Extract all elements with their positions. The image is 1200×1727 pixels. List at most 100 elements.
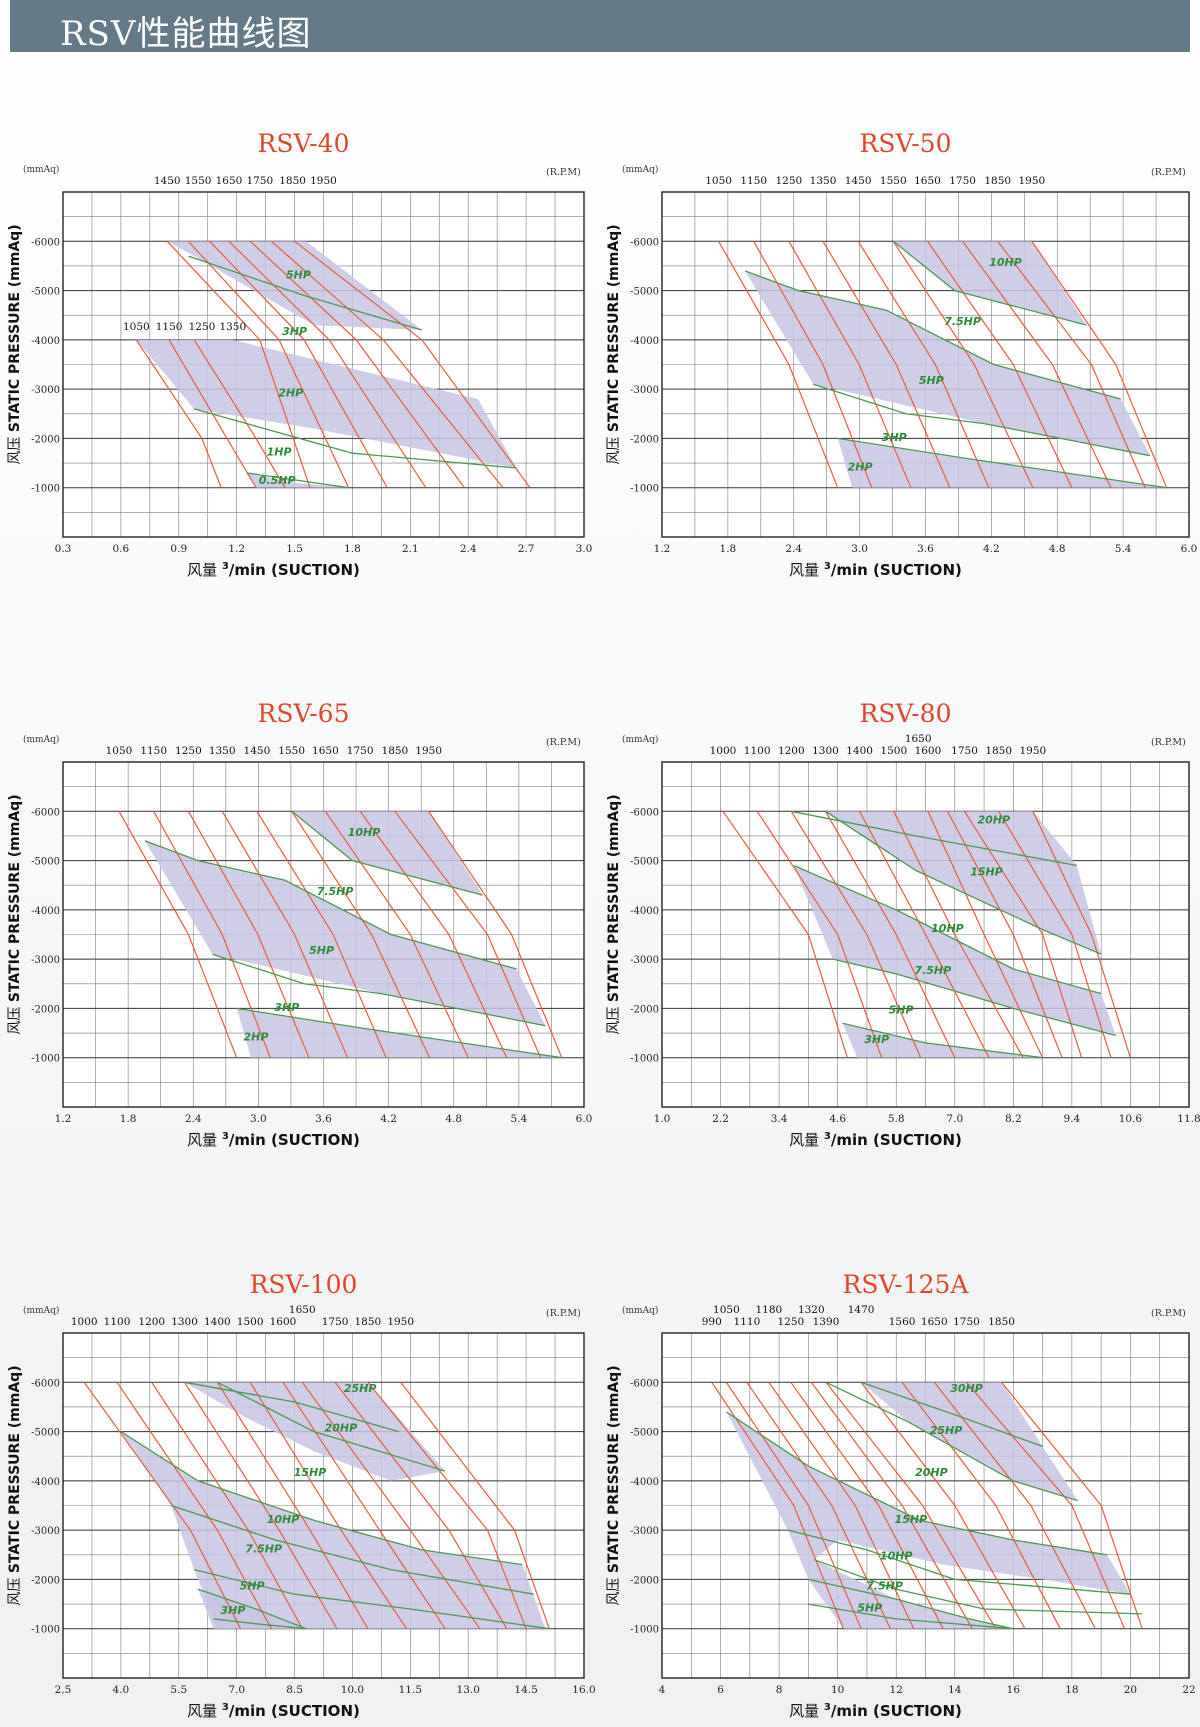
y-tick-label: -4000 [31, 336, 60, 347]
y-axis-title: 风压 STATIC PRESSURE (mmAq) [7, 224, 23, 464]
rpm-line [790, 810, 922, 1058]
rpm-label: 1150 [740, 175, 767, 187]
hp-label: 30HP [950, 1382, 983, 1395]
rpm-unit-label: (R.P.M) [1151, 167, 1186, 178]
power-band [246, 472, 349, 488]
chart-title: RSV-65 [258, 699, 350, 728]
x-tick-label: 12 [890, 1684, 903, 1696]
hp-line [892, 240, 1087, 326]
rpm-label: 1390 [813, 1316, 840, 1328]
unit-label: (mmAq) [23, 1305, 59, 1316]
y-axis-title: 风压 STATIC PRESSURE (mmAq) [606, 1365, 622, 1605]
rpm-unit-label: (R.P.M) [1151, 1308, 1186, 1319]
x-tick-label: 8.5 [286, 1684, 303, 1696]
rpm-line [718, 241, 839, 488]
x-tick-label: 18 [1065, 1684, 1078, 1696]
rpm-line [963, 810, 1083, 1058]
y-tick-label: -3000 [630, 955, 659, 966]
rpm-line [1032, 811, 1131, 1058]
y-tick-label: -6000 [31, 237, 60, 248]
hp-label: 15HP [895, 1513, 928, 1526]
rpm-label: 1050 [123, 321, 150, 333]
x-tick-label: 1.8 [720, 543, 737, 555]
hp-label: 10HP [348, 826, 381, 839]
y-tick-label: -3000 [31, 955, 60, 966]
rpm-line [893, 811, 1024, 1058]
y-tick-label: -4000 [630, 906, 659, 917]
y-axis-title: 风压 STATIC PRESSURE (mmAq) [7, 794, 23, 1034]
y-axis-title-unit: (mmAq) [7, 224, 23, 287]
hp-line [808, 1578, 1014, 1630]
plot-frame [62, 1332, 585, 1679]
x-tick-label: 3.4 [771, 1113, 788, 1125]
x-tick-label: 2.4 [460, 543, 477, 555]
x-axis-title-sup: 3 [222, 561, 229, 572]
x-tick-label: 16.0 [572, 1684, 595, 1696]
rpm-label: 1450 [244, 745, 271, 757]
rpm-label: 1300 [171, 1316, 198, 1328]
rpm-line [997, 240, 1146, 488]
y-tick-label: -5000 [31, 287, 60, 298]
y-tick-label: -1000 [630, 1625, 659, 1636]
y-tick-label: -3000 [630, 385, 659, 396]
y-tick-label: -6000 [630, 807, 659, 818]
rpm-line [859, 811, 990, 1058]
x-tick-label: 11.8 [1177, 1113, 1200, 1125]
y-axis-title-cn: 风压 [606, 1002, 622, 1034]
plot-frame [661, 761, 1190, 1108]
rpm-line [901, 1381, 1061, 1629]
y-axis-title-text: STATIC PRESSURE [7, 857, 23, 1002]
y-axis-title-unit: (mmAq) [606, 224, 622, 287]
rpm-line [166, 240, 311, 488]
hp-line [787, 1529, 1131, 1595]
rpm-label: 1650 [905, 733, 932, 745]
rpm-label: 1850 [985, 745, 1012, 757]
power-band [837, 438, 1167, 488]
page-header: RSV性能曲线图 [10, 0, 1190, 54]
y-axis-title-text: STATIC PRESSURE [606, 1428, 622, 1573]
x-tick-label: 6 [717, 1684, 724, 1696]
hp-line [832, 958, 1116, 1037]
y-axis-title-cn: 风压 [7, 1573, 23, 1605]
rpm-label: 1300 [812, 745, 839, 757]
x-tick-label: 2.4 [785, 543, 802, 555]
x-tick-label: 2.5 [55, 1684, 72, 1696]
unit-label: (mmAq) [622, 1305, 658, 1316]
x-axis-title-suffix: /min (SUCTION) [229, 1131, 360, 1149]
hp-line [212, 953, 546, 1027]
y-tick-label: -1000 [630, 1054, 659, 1065]
hp-label: 1HP [267, 446, 292, 459]
x-tick-label: 1.5 [286, 543, 303, 555]
unit-label: (mmAq) [23, 164, 59, 175]
hp-line [808, 1603, 1014, 1630]
rpm-label: 1320 [798, 1304, 825, 1316]
rpm-label: 1650 [289, 1304, 316, 1316]
rpm-line [892, 240, 1034, 488]
x-axis-title-cn: 风量 [187, 1702, 222, 1720]
y-axis-title-cn: 风压 [606, 1573, 622, 1605]
rpm-line [394, 810, 542, 1058]
rpm-line [135, 339, 222, 488]
rpm-unit-label: (R.P.M) [546, 1308, 581, 1319]
rpm-line [768, 1381, 915, 1629]
hp-line [726, 1411, 1108, 1556]
y-tick-label: -5000 [630, 287, 659, 298]
x-tick-label: 10.0 [341, 1684, 364, 1696]
chart-title: RSV-100 [250, 1270, 358, 1299]
x-axis-title-cn: 风量 [789, 1131, 824, 1149]
rpm-label: 990 [702, 1316, 722, 1328]
hp-label: 3HP [274, 1001, 299, 1014]
hp-label: 10HP [931, 922, 964, 935]
hp-label: 5HP [309, 944, 334, 957]
x-axis-title: 风量 3/min (SUCTION) [187, 561, 360, 579]
rpm-line [324, 810, 469, 1058]
plot-frame [661, 191, 1190, 538]
hp-label: 10HP [880, 1550, 913, 1563]
y-tick-label: -5000 [630, 857, 659, 868]
x-tick-label: 13.0 [457, 1684, 480, 1696]
hp-line [860, 1381, 1043, 1448]
hp-label: 15HP [970, 865, 1003, 878]
x-axis-title-sup: 3 [222, 1702, 229, 1713]
x-axis-title-suffix: /min (SUCTION) [229, 561, 360, 579]
